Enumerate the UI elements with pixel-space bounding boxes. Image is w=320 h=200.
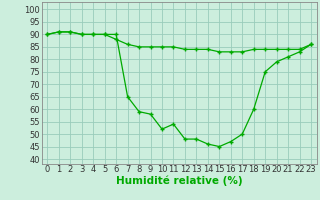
X-axis label: Humidité relative (%): Humidité relative (%) bbox=[116, 176, 243, 186]
